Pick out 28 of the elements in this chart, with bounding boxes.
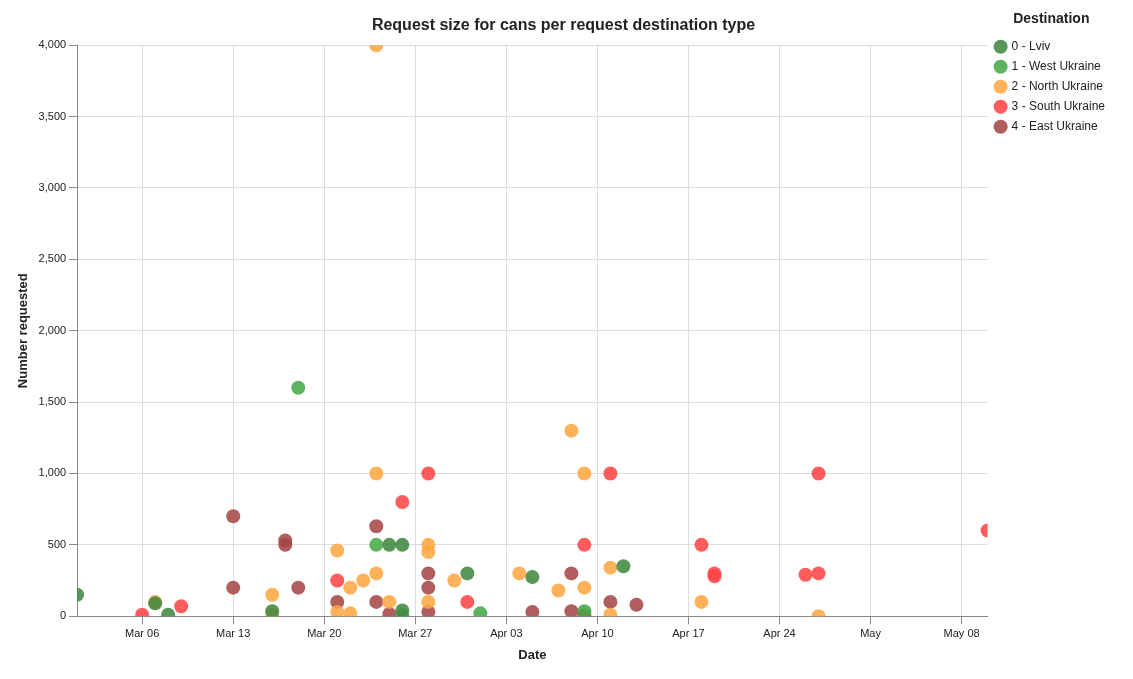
legend-label: 3 - South Ukraine: [1011, 99, 1106, 114]
y-tick-label: 2,000: [38, 323, 67, 336]
legend-title: Destination: [1013, 9, 1090, 26]
x-tick-label: Mar 06: [125, 626, 160, 639]
y-tick-label: 4,000: [38, 38, 67, 51]
y-tick-label: 2,500: [38, 252, 67, 265]
x-tick-label: Apr 17: [672, 626, 705, 639]
x-axis-title: Date: [518, 646, 547, 662]
x-tick-label: Apr 24: [763, 626, 796, 639]
x-tick-label: Mar 20: [307, 626, 342, 639]
legend-label: 4 - East Ukraine: [1011, 119, 1098, 134]
y-axis-title: Number requested: [15, 273, 31, 389]
x-tick-label: May 08: [943, 626, 980, 639]
y-tick-label: 1,500: [38, 395, 67, 408]
legend-label: 1 - West Ukraine: [1011, 59, 1102, 74]
chart-title: Request size for cans per request destination type: [371, 16, 756, 34]
y-tick-label: 3,500: [38, 109, 67, 122]
x-tick-label: May: [860, 626, 882, 639]
x-tick-label: Mar 13: [216, 626, 251, 639]
y-tick-label: 1,000: [38, 466, 67, 479]
y-tick-label: 3,000: [38, 180, 67, 193]
x-tick-label: Apr 10: [581, 626, 614, 639]
x-tick-label: Apr 03: [490, 626, 523, 639]
legend-label: 0 - Lviv: [1011, 39, 1051, 54]
y-tick-label: 0: [60, 609, 67, 622]
x-tick-label: Mar 27: [398, 626, 433, 639]
y-tick-label: 500: [47, 537, 67, 550]
legend-label: 2 - North Ukraine: [1011, 79, 1104, 94]
